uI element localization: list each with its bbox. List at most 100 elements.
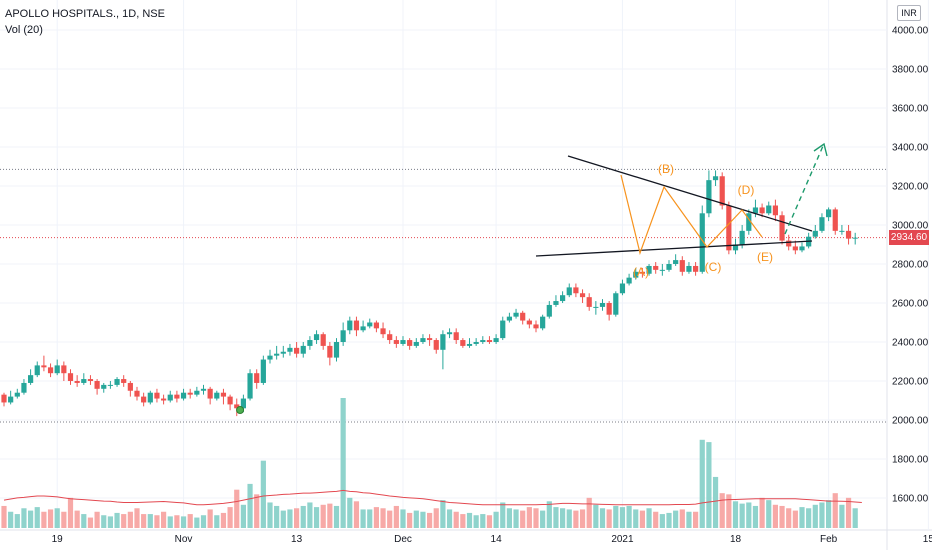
volume-bar bbox=[67, 497, 74, 528]
volume-bar bbox=[8, 511, 14, 528]
candle-body bbox=[234, 404, 240, 409]
time-axis[interactable]: 19Nov13Dec14202118Feb15Mar15Apr19 bbox=[52, 534, 932, 545]
candle-body bbox=[167, 394, 173, 401]
volume-bar bbox=[373, 507, 379, 528]
volume-bar bbox=[87, 517, 94, 528]
time-tick-label: Nov bbox=[175, 534, 193, 545]
candle-body bbox=[480, 340, 486, 342]
candle-body bbox=[353, 320, 360, 331]
volume-bar bbox=[666, 512, 672, 528]
price-tick-label: 4000.00 bbox=[892, 26, 929, 37]
candle-body bbox=[307, 340, 313, 346]
candle-body bbox=[739, 230, 745, 245]
time-tick-label: 2021 bbox=[611, 534, 634, 545]
volume-bar bbox=[440, 500, 446, 528]
volume-bars bbox=[1, 398, 858, 528]
candle-body bbox=[47, 367, 54, 374]
volume-bar bbox=[839, 504, 845, 528]
volume-bar bbox=[114, 512, 120, 528]
volume-bar bbox=[393, 505, 399, 528]
candle-body bbox=[779, 215, 785, 241]
upper-trendline bbox=[567, 155, 813, 232]
candle-body bbox=[227, 396, 233, 405]
volume-bar bbox=[560, 508, 566, 528]
volume-bar bbox=[832, 493, 838, 528]
candle-body bbox=[220, 392, 227, 397]
candle-body bbox=[194, 390, 200, 395]
candle-body bbox=[586, 297, 592, 307]
candle-body bbox=[407, 340, 413, 346]
volume-bar bbox=[167, 516, 173, 528]
currency-label[interactable]: INR bbox=[897, 5, 921, 21]
volume-bar bbox=[427, 512, 433, 528]
volume-moving-average-line bbox=[3, 489, 862, 506]
volume-bar bbox=[633, 509, 639, 528]
candle-body bbox=[74, 381, 80, 383]
volume-bar bbox=[466, 512, 473, 528]
candle-body bbox=[28, 375, 34, 383]
candle-body bbox=[61, 365, 67, 374]
price-tick-label: 3600.00 bbox=[892, 104, 929, 115]
volume-bar bbox=[613, 505, 619, 528]
candle-body bbox=[506, 316, 512, 321]
candle-body bbox=[260, 359, 266, 383]
candle-body bbox=[566, 287, 572, 296]
candle-body bbox=[327, 345, 333, 358]
volume-bar bbox=[81, 514, 87, 528]
candle-body bbox=[766, 205, 772, 214]
candle-body bbox=[413, 342, 419, 346]
chart-title: APOLLO HOSPITALS., 1D, NSE bbox=[5, 8, 165, 20]
candle-body bbox=[826, 209, 832, 218]
candle-body bbox=[154, 392, 160, 399]
volume-bar bbox=[154, 515, 160, 528]
volume-bar bbox=[693, 511, 699, 528]
candle-body bbox=[473, 342, 479, 344]
volume-bar bbox=[732, 501, 739, 528]
volume-bar bbox=[639, 510, 645, 528]
candle-body bbox=[121, 379, 127, 383]
volume-bar bbox=[446, 509, 453, 528]
volume-bar bbox=[220, 512, 227, 528]
volume-bar bbox=[679, 509, 685, 528]
candle-body bbox=[161, 398, 167, 401]
volume-bar bbox=[433, 508, 439, 528]
candle-body bbox=[247, 373, 253, 399]
pattern-drawings: (A) (B) (C) (D) (E) bbox=[236, 142, 828, 414]
candle-body bbox=[420, 338, 426, 342]
volume-bar bbox=[819, 502, 825, 528]
candle-body bbox=[41, 365, 47, 368]
candle-body bbox=[360, 326, 366, 331]
price-axis[interactable]: 1600.00 1800.00 2000.00 2200.00 2400.00 2600.… bbox=[892, 26, 929, 505]
volume-bar bbox=[234, 489, 240, 528]
volume-bar bbox=[460, 514, 466, 528]
volume-bar bbox=[274, 505, 280, 528]
volume-bar bbox=[766, 500, 772, 528]
wave-label: (D) bbox=[738, 183, 755, 197]
volume-bar bbox=[280, 510, 286, 528]
candle-body bbox=[141, 396, 147, 403]
candle-body bbox=[134, 390, 140, 397]
candle-body bbox=[560, 295, 566, 302]
candle-body bbox=[613, 293, 619, 315]
candle-body bbox=[21, 382, 27, 393]
candle-body bbox=[347, 320, 353, 331]
candle-body bbox=[320, 334, 326, 346]
candle-body bbox=[34, 365, 40, 376]
candle-body bbox=[792, 246, 798, 251]
volume-bar bbox=[360, 509, 366, 528]
candle-body bbox=[832, 209, 838, 231]
volume-bar bbox=[74, 510, 80, 528]
volume-bar bbox=[726, 494, 732, 528]
volume-bar bbox=[553, 507, 559, 528]
candle-body bbox=[174, 394, 180, 399]
candle-body bbox=[759, 207, 765, 214]
candle-body bbox=[486, 340, 493, 342]
candle-body bbox=[493, 338, 499, 342]
candle-body bbox=[726, 205, 732, 251]
candle-body bbox=[187, 392, 193, 395]
volume-bar bbox=[121, 514, 127, 528]
volume-bar bbox=[94, 511, 100, 528]
candle-body bbox=[673, 260, 679, 264]
